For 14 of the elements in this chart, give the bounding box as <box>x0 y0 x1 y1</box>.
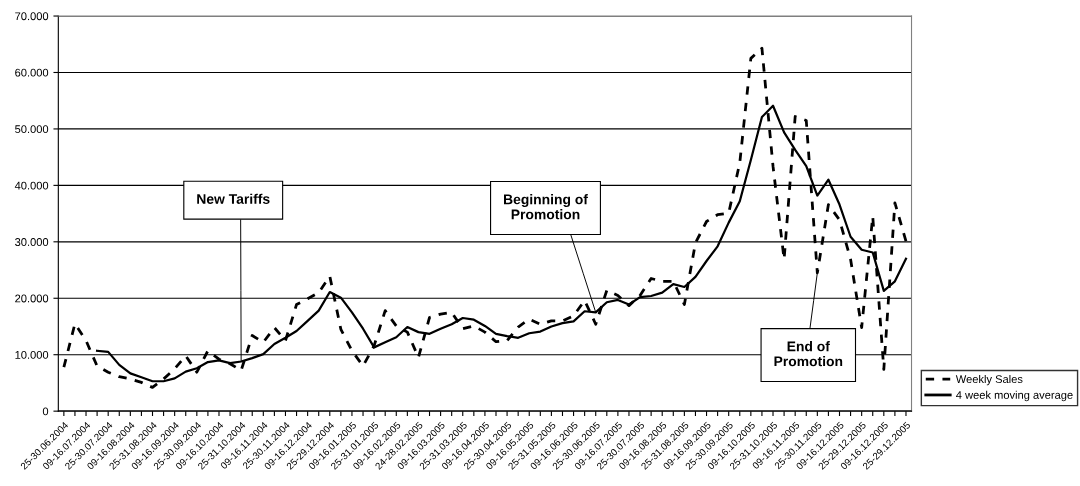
y-tick-label: 20.000 <box>15 294 49 303</box>
y-tick-label: 10.000 <box>15 350 49 359</box>
y-tick-label: 60.000 <box>15 68 49 77</box>
y-tick-label: 70.000 <box>15 12 49 21</box>
line-series <box>62 46 908 389</box>
legend-label: Weekly Sales <box>955 374 1023 386</box>
annotation: Beginning of Promotion <box>504 194 588 220</box>
annotation: New Tariffs <box>197 193 270 204</box>
y-tick-label: 30.000 <box>15 238 49 246</box>
y-tick-label: 50.000 <box>15 125 49 134</box>
y-tick-label: 0 <box>42 407 49 416</box>
y-tick-label: 40.000 <box>14 181 49 190</box>
annotation: End of Promotion <box>774 341 843 367</box>
legend-label: 4 week moving average <box>956 390 1073 402</box>
